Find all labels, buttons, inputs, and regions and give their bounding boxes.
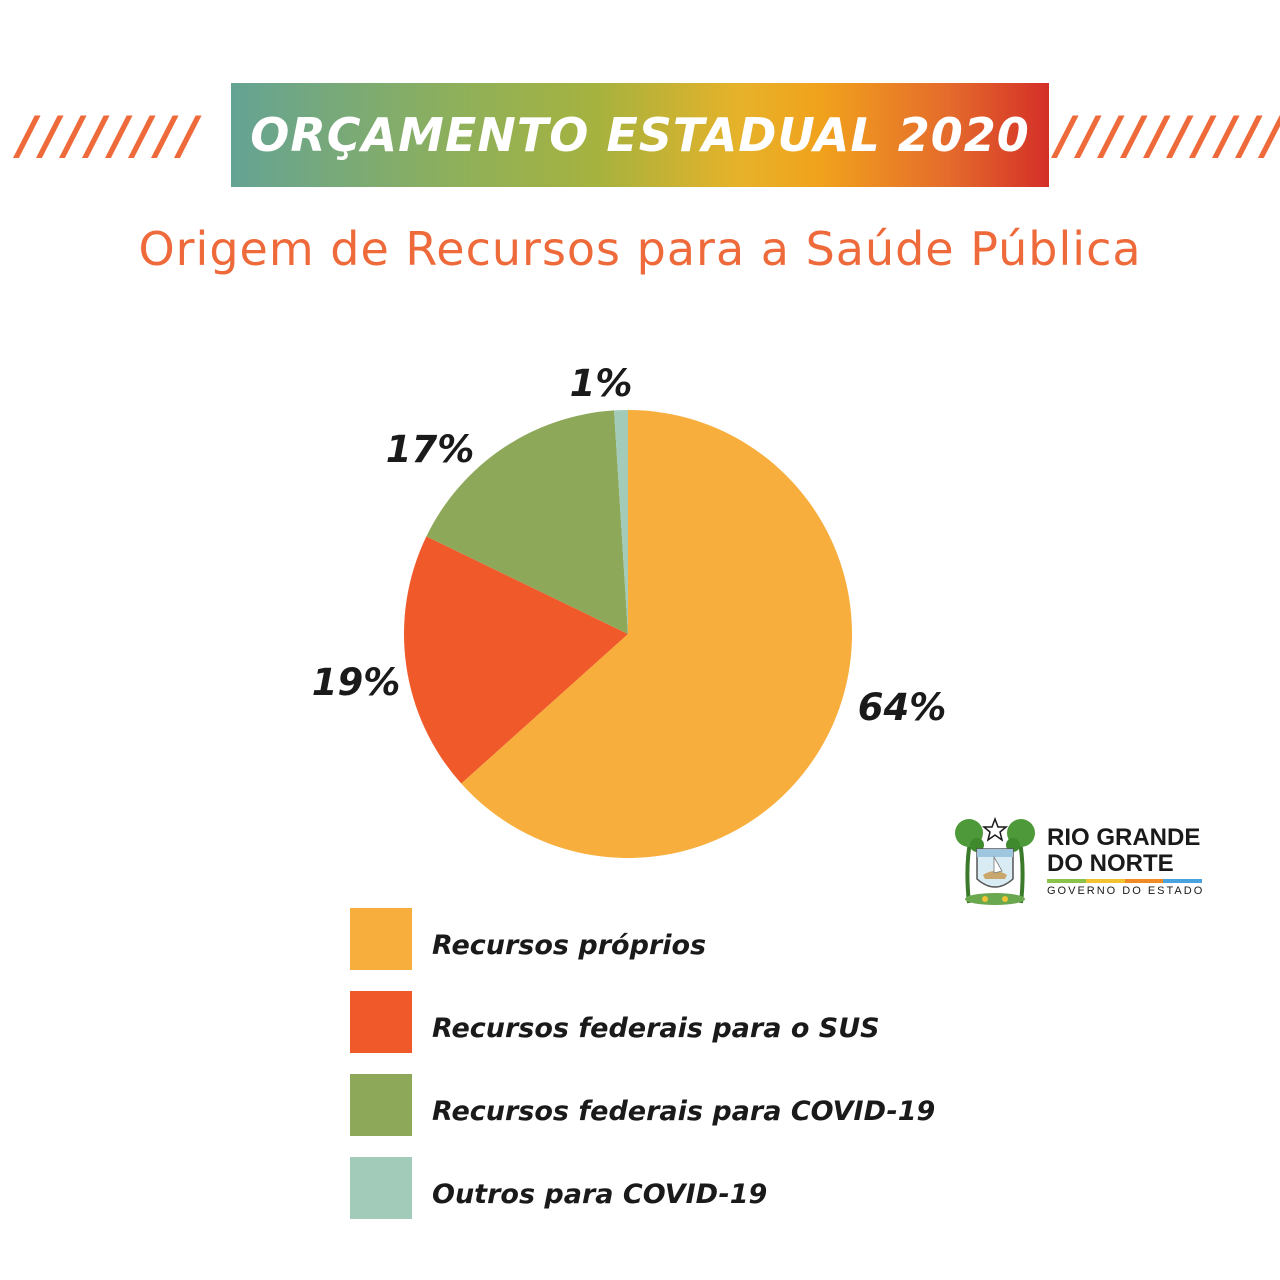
logo-line-2: DO NORTE [1047,850,1174,877]
state-coat-of-arms-icon [955,816,1035,905]
government-logo: RIO GRANDE DO NORTE GOVERNO DO ESTADO [947,815,1207,910]
legend-swatch [350,991,412,1053]
logo-line-3: GOVERNO DO ESTADO [1047,885,1205,897]
logo-color-bar [1047,879,1202,883]
pie-chart: 64% 19% 17% 1% [312,362,947,858]
slice-label-2: 19% [312,661,401,704]
legend-label: Recursos próprios [432,930,707,961]
legend-label: Outros para COVID-19 [432,1179,768,1210]
decorative-slashes-left: //////// [18,106,202,166]
legend-swatch [350,908,412,970]
pie-slice-4 [614,410,628,634]
legend-swatch [350,1074,412,1136]
slice-label-4: 1% [570,362,633,405]
slice-label-3: 17% [386,428,475,471]
pie-slice-1 [461,410,853,858]
decorative-slashes-right: /////////// [1056,106,1280,166]
pie-slice-3 [426,410,628,634]
logo-wordmark: RIO GRANDE DO NORTE GOVERNO DO ESTADO [1047,825,1204,897]
legend-label: Recursos federais para o SUS [432,1013,880,1044]
slice-label-1: 64% [858,686,947,729]
page-title: ORÇAMENTO ESTADUAL 2020 [250,108,1030,162]
title-banner: ORÇAMENTO ESTADUAL 2020 [231,83,1049,187]
legend-label: Recursos federais para COVID-19 [432,1096,936,1127]
logo-line-1: RIO GRANDE [1047,824,1201,851]
legend-swatch [350,1157,412,1219]
pie-slice-2 [404,536,628,784]
chart-subtitle: Origem de Recursos para a Saúde Pública [138,222,1142,276]
